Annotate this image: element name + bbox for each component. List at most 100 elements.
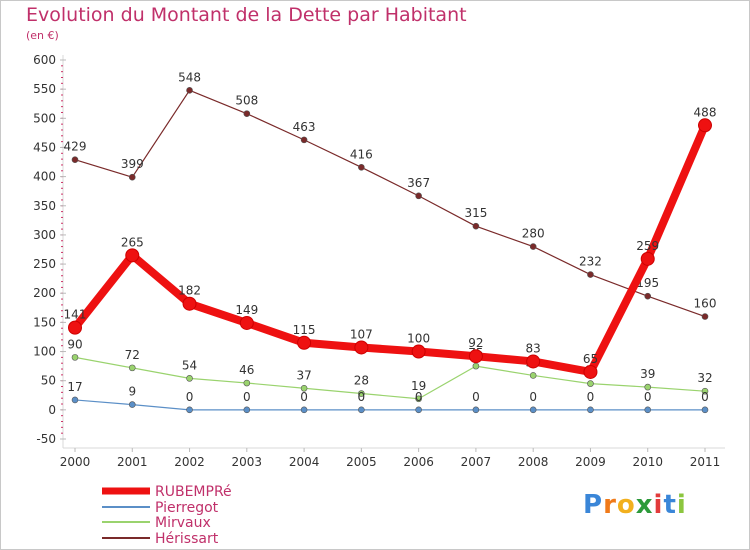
data-point xyxy=(128,173,136,181)
x-tick-label: 2011 xyxy=(690,455,721,469)
data-point xyxy=(411,344,426,359)
legend-label: RUBEMPRé xyxy=(155,484,232,500)
data-label: 65 xyxy=(583,352,598,366)
y-tick-label: 100 xyxy=(33,345,56,359)
y-tick-label: 50 xyxy=(41,374,56,388)
data-point xyxy=(701,387,709,395)
logo-letter: t xyxy=(663,490,677,520)
data-label: 0 xyxy=(358,390,366,404)
data-label: 0 xyxy=(701,390,709,404)
data-point xyxy=(243,406,251,414)
data-point xyxy=(468,349,483,364)
data-label: 399 xyxy=(121,157,144,171)
data-point xyxy=(71,354,79,361)
data-label: 0 xyxy=(644,390,652,404)
data-label: 0 xyxy=(415,390,423,404)
data-label: 37 xyxy=(296,368,311,382)
logo-letter: P xyxy=(583,490,604,520)
data-label: 141 xyxy=(64,308,87,322)
y-tick-label: 250 xyxy=(33,257,56,271)
data-label: 19 xyxy=(411,379,426,393)
logo-letter: o xyxy=(616,490,636,520)
data-point xyxy=(640,251,655,266)
data-label: 232 xyxy=(579,255,602,269)
x-tick-label: 2006 xyxy=(403,455,434,469)
data-label: 488 xyxy=(694,105,717,119)
data-point xyxy=(587,380,594,387)
legend-label: Hérissart xyxy=(155,531,219,547)
data-point xyxy=(472,362,480,370)
data-label: 416 xyxy=(350,147,373,161)
data-point xyxy=(297,335,312,350)
data-label: 265 xyxy=(121,235,144,249)
data-label: 0 xyxy=(587,390,595,404)
x-tick-label: 2000 xyxy=(60,455,91,469)
x-tick-label: 2008 xyxy=(518,455,549,469)
y-tick-label: 300 xyxy=(33,228,56,242)
data-label: 0 xyxy=(186,390,194,404)
y-tick-label: 350 xyxy=(33,199,56,213)
data-point xyxy=(526,354,541,369)
data-point xyxy=(698,118,712,133)
data-label: 72 xyxy=(125,348,140,362)
data-point xyxy=(182,296,197,311)
data-point xyxy=(644,406,652,414)
data-point xyxy=(472,406,480,414)
data-point xyxy=(186,406,193,414)
logo-letter: x xyxy=(635,490,654,520)
data-label: 182 xyxy=(178,284,201,298)
data-point xyxy=(358,163,365,171)
data-point xyxy=(300,384,308,392)
y-tick-label: 400 xyxy=(33,170,56,184)
y-tick-label: 150 xyxy=(33,315,56,329)
data-point xyxy=(701,313,709,320)
data-label: 100 xyxy=(407,332,430,346)
legend-label: Mirvaux xyxy=(155,515,211,531)
data-label: 0 xyxy=(529,390,537,404)
data-point xyxy=(300,136,308,144)
data-point xyxy=(415,406,422,414)
y-tick-label: -50 xyxy=(36,432,56,446)
data-point xyxy=(529,406,537,414)
data-point xyxy=(300,406,308,414)
y-tick-label: 500 xyxy=(33,111,56,125)
data-point xyxy=(587,406,594,414)
data-label: 0 xyxy=(472,390,480,404)
data-label: 92 xyxy=(468,336,483,350)
y-tick-label: 550 xyxy=(33,82,56,96)
logo-letter: i xyxy=(653,490,664,520)
x-tick-label: 2005 xyxy=(346,455,377,469)
data-point xyxy=(644,292,652,300)
data-point xyxy=(644,383,652,391)
data-label: 149 xyxy=(235,303,258,317)
data-point xyxy=(529,243,537,250)
data-point xyxy=(587,271,594,278)
data-label: 46 xyxy=(239,363,254,377)
data-point xyxy=(354,340,369,355)
data-label: 90 xyxy=(67,337,82,351)
data-label: 0 xyxy=(243,390,251,404)
data-point xyxy=(186,375,193,382)
data-label: 17 xyxy=(67,380,82,394)
data-label: 83 xyxy=(526,341,541,355)
data-point xyxy=(472,222,480,230)
series-line-mirvaux xyxy=(74,356,706,400)
data-label: 115 xyxy=(293,323,316,337)
data-point xyxy=(529,372,537,379)
data-point xyxy=(128,401,136,408)
data-point xyxy=(186,87,193,94)
data-label: 28 xyxy=(354,374,369,388)
data-point xyxy=(128,364,136,372)
data-label: 9 xyxy=(128,385,136,399)
y-tick-label: 0 xyxy=(48,403,56,417)
series-line-hérissart xyxy=(74,89,706,318)
data-point xyxy=(243,379,251,387)
data-point xyxy=(415,192,422,200)
proxiti-logo: Proxiti xyxy=(583,490,687,520)
data-label: 548 xyxy=(178,70,201,84)
x-tick-label: 2002 xyxy=(174,455,205,469)
data-label: 508 xyxy=(235,94,258,108)
series-line-pierregot xyxy=(74,399,706,411)
